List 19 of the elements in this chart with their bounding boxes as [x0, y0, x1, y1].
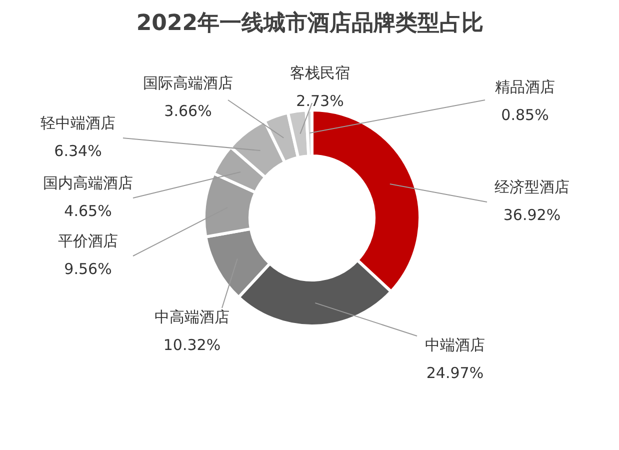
- data-label: 24.97%: [426, 364, 484, 382]
- slice-label: 中端酒店: [425, 336, 485, 354]
- slice-label: 国内高端酒店: [43, 174, 133, 192]
- data-label: 9.56%: [64, 260, 112, 278]
- slice-label: 客栈民宿: [290, 64, 350, 82]
- slice-label: 平价酒店: [58, 232, 118, 250]
- data-label: 6.34%: [54, 142, 102, 160]
- slice-label: 精品酒店: [495, 78, 555, 96]
- slice-label: 轻中端酒店: [40, 114, 116, 132]
- data-label: 4.65%: [64, 202, 112, 220]
- data-label: 36.92%: [503, 206, 561, 224]
- data-label: 10.32%: [163, 336, 221, 354]
- chart-title: 2022年一线城市酒店品牌类型占比: [136, 10, 484, 36]
- slice-label: 经济型酒店: [494, 178, 570, 196]
- slice-label: 国际高端酒店: [143, 74, 233, 92]
- data-label: 0.85%: [501, 106, 549, 124]
- data-label: 2.73%: [296, 92, 344, 110]
- data-label: 3.66%: [164, 102, 212, 120]
- slice-label: 中高端酒店: [154, 308, 230, 326]
